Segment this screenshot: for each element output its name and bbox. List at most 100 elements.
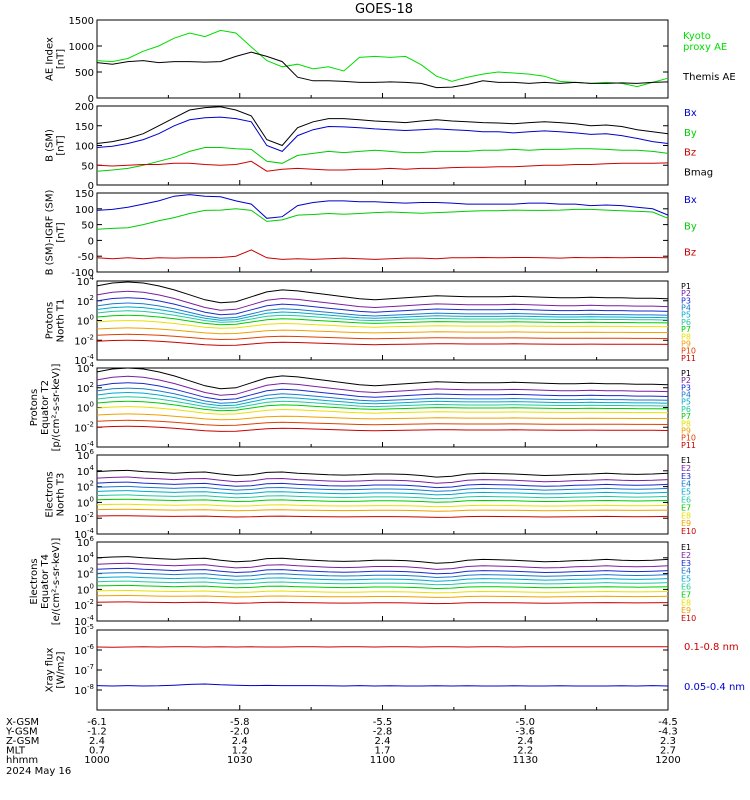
y-tick-label-base: 10 [77,483,90,494]
channel-legend-label: E1 [681,456,691,465]
y-tick-label-base: 10 [74,626,87,637]
channel-line [96,327,669,335]
y-tick-label: 10-2 [74,333,94,347]
y-tick-label: 100 [77,582,94,596]
channel-legend-label: P9 [681,339,691,348]
channel-line [96,567,669,575]
channel-line [96,306,669,321]
channel-line [96,469,669,478]
channel-line [96,503,669,508]
ephemeris-value: -5.0 [515,717,535,728]
channel-line [96,562,669,570]
channel-legend-label: E9 [681,519,691,528]
y-axis-label: Electrons [29,558,40,604]
panel-frame [96,629,669,711]
y-tick-label: 100 [75,205,94,216]
y-tick-label-base: 10 [74,601,87,612]
ephemeris-value: -1.2 [87,727,107,738]
channel-line [96,391,669,407]
y-tick-label: 100 [75,142,94,153]
channel-line [96,406,669,415]
y-axis-label: Protons [45,302,56,339]
ephemeris-value: 2.4 [375,736,391,747]
series-line [96,147,669,172]
channel-legend-label: E2 [681,551,691,560]
channel-legend-label: P5 [681,311,691,320]
series-line [96,249,669,260]
series-legend-label: 0.05-0.4 nm [684,682,745,693]
channel-legend-label: P6 [681,318,691,327]
channel-legend-label: P8 [681,419,691,428]
channel-line [96,594,669,598]
y-tick-label: 106 [77,535,95,549]
y-tick-label: 102 [77,567,94,581]
channel-legend-label: E8 [681,511,691,520]
ephemeris-row-label: Z-GSM [6,736,39,747]
channel-line [96,297,669,316]
y-tick-label-base: 10 [74,686,87,697]
channel-legend-label: P1 [681,369,691,378]
ephemeris-value: -4.3 [658,727,678,738]
y-axis-label: [nT] [56,222,67,242]
y-tick-label-exp: -4 [87,527,95,535]
channel-line [96,601,669,605]
channel-line [96,589,669,594]
y-tick-label-base: 10 [77,585,90,596]
y-tick-label-base: 10 [77,404,90,415]
y-tick-label: 10-2 [74,511,94,525]
y-tick-label: 106 [77,448,95,462]
y-tick-label: 10-4 [74,440,94,454]
series-legend-label: By [684,128,697,139]
ephemeris-value: 2.4 [517,736,533,747]
y-axis-label: Protons [29,389,40,426]
channel-line [96,375,669,396]
y-axis-label: B (SM) [45,129,56,162]
y-tick-label: 100 [77,401,94,415]
y-axis-label: Xray flux [45,648,56,693]
channel-line [96,290,669,311]
y-tick-label-exp: -2 [87,511,94,519]
plot-title: GOES-18 [355,2,413,17]
y-tick-label: 100 [77,495,94,509]
series-legend-label: Bx [684,195,697,206]
channel-line [96,339,669,346]
channel-legend-label: P3 [681,296,691,305]
y-tick-label-exp: 0 [90,314,94,322]
channel-legend-label: E6 [681,496,691,505]
y-tick-label-base: 10 [77,554,90,565]
panel-2: 0 50 100 150 200 B (SM) [nT] Bx By Bz Bmag [45,102,714,192]
y-axis-label: Electrons [45,471,56,517]
y-tick-label: 10-2 [74,420,94,434]
channel-legend-label: P10 [681,347,696,356]
y-tick-label-exp: 2 [90,381,94,389]
y-tick-label-exp: -2 [87,420,94,428]
y-tick-label: 104 [77,551,95,565]
y-tick-label: -100 [71,268,94,279]
y-tick-label-exp: 2 [90,294,94,302]
y-axis-label: [nT] [56,135,67,155]
y-tick-label-exp: 4 [90,464,95,472]
channel-legend-label: P8 [681,332,691,341]
y-tick-label-exp: 4 [90,551,95,559]
ephemeris-row-label: MLT [6,746,26,757]
channel-legend-label: E3 [681,472,691,481]
y-tick-label-base: 10 [77,384,90,395]
y-tick-label: 100 [77,314,94,328]
ephemeris-value: 2.4 [232,736,248,747]
channel-legend-label: E4 [681,480,691,489]
y-tick-label: 50 [81,161,94,172]
channel-legend-label: E9 [681,606,691,615]
ephemeris-row-label: hhmm [6,755,38,766]
channel-legend-label: P10 [681,434,696,443]
y-tick-label: 1000 [69,42,94,53]
series-line [96,51,669,89]
channel-line [96,281,669,304]
y-tick-label: 1500 [69,16,94,27]
y-tick-label-base: 10 [77,297,90,308]
ephemeris-value: 1030 [227,755,252,766]
channel-line [96,490,669,496]
series-line [96,208,669,230]
channel-legend-label: P7 [681,412,691,421]
